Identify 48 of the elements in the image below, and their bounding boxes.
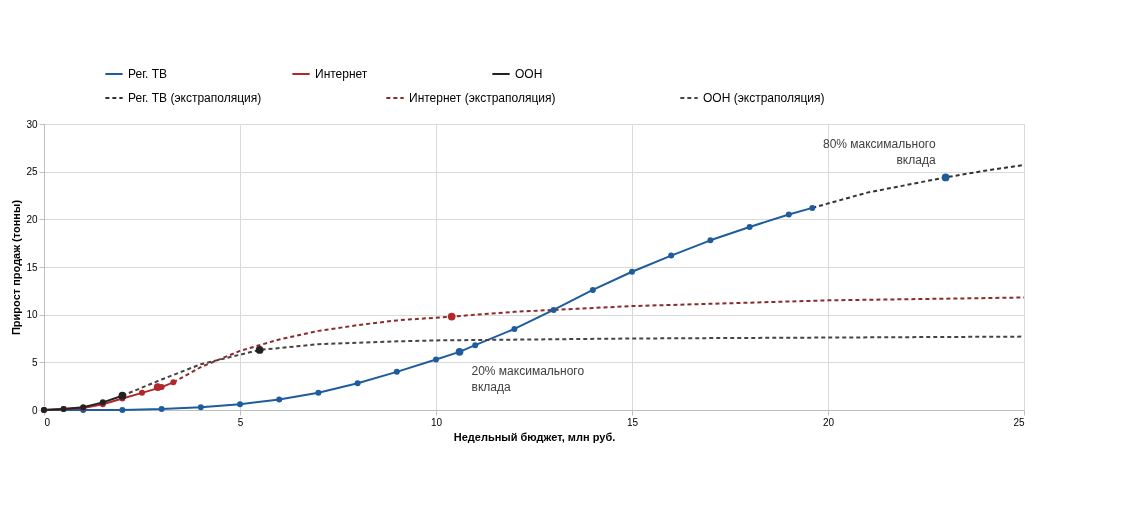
- point: [785, 211, 792, 218]
- y-tick-label: 15: [26, 261, 38, 273]
- point: [746, 223, 753, 230]
- point: [629, 268, 635, 275]
- x-axis-title: Недельный бюджет, млн руб.: [453, 430, 616, 443]
- x-tick-label: 25: [1013, 416, 1025, 428]
- y-tick-label: 0: [31, 404, 38, 416]
- point: [589, 286, 596, 293]
- point: [472, 342, 479, 349]
- point: [447, 312, 456, 321]
- point: [276, 396, 283, 403]
- legend-label: OOH (экстраполяция): [703, 91, 825, 105]
- legend-label: Интернет: [315, 67, 368, 81]
- point: [511, 325, 518, 332]
- point: [433, 356, 439, 363]
- point: [139, 389, 145, 396]
- point: [941, 173, 950, 182]
- y-axis-title: Прирост продаж (тонны): [10, 199, 23, 336]
- legend-label: OOH: [515, 67, 543, 81]
- point: [809, 204, 816, 211]
- x-tick-label: 15: [626, 416, 639, 428]
- x-tick-label: 20: [822, 416, 835, 428]
- point: [119, 407, 126, 413]
- legend-label: Рег. ТВ (экстраполяция): [128, 91, 262, 105]
- point: [170, 379, 177, 386]
- point: [315, 389, 322, 396]
- point: [550, 306, 557, 313]
- legend-label: Рег. ТВ: [128, 67, 168, 81]
- legend-label: Интернет (экстраполяция): [409, 91, 556, 105]
- x-tick-label: 10: [430, 416, 443, 428]
- x-tick-label: 5: [237, 416, 244, 428]
- point: [354, 380, 361, 387]
- point: [153, 383, 162, 391]
- annotation: 20% максимального вклада: [471, 363, 585, 394]
- point: [255, 346, 264, 354]
- point: [393, 368, 400, 375]
- point: [197, 404, 204, 411]
- x-tick-label: 0: [44, 416, 51, 428]
- y-tick-label: 20: [26, 213, 38, 225]
- y-tick-label: 5: [31, 356, 38, 368]
- point: [707, 237, 714, 244]
- annotation: 80% максимального вклада: [822, 137, 936, 168]
- y-tick-label: 10: [26, 309, 38, 321]
- point: [668, 252, 675, 259]
- point: [158, 406, 165, 413]
- point: [237, 401, 243, 408]
- y-tick-label: 30: [26, 118, 38, 130]
- y-tick-label: 25: [26, 166, 38, 178]
